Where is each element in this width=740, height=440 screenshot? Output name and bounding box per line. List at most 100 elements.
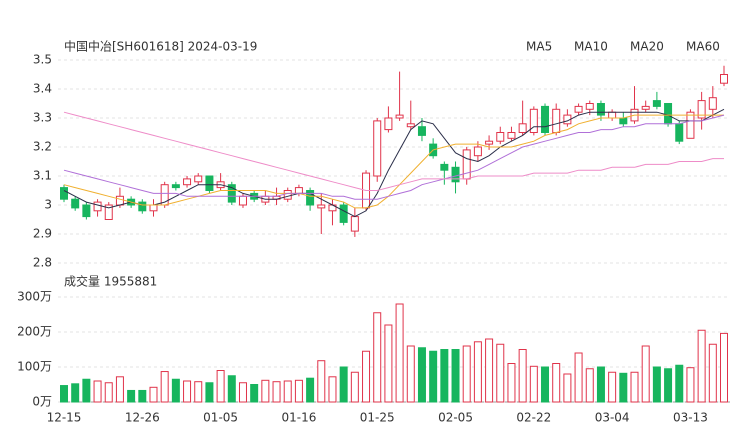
volume-bar (485, 338, 494, 403)
y-tick-label: 3.2 (33, 140, 52, 154)
x-tick-label: 02-05 (438, 411, 473, 425)
candle-body (149, 204, 158, 212)
candle-body (451, 166, 460, 183)
candle-body (641, 105, 650, 110)
volume-bar (574, 352, 583, 403)
candle-body (664, 103, 673, 125)
candle-body (317, 204, 326, 209)
volume-bar (194, 381, 203, 403)
volume-bar (664, 368, 673, 403)
volume-bar (630, 371, 639, 403)
candle-body (507, 132, 516, 139)
y-tick-label: 2.9 (33, 227, 52, 241)
volume-bar (395, 303, 404, 403)
candle-body (183, 178, 192, 186)
ma-line (63, 114, 725, 200)
candle-body (227, 184, 236, 203)
volume-bar (71, 383, 80, 403)
volume-bar (272, 381, 281, 403)
volume-bar (149, 386, 158, 403)
volume-bar (138, 389, 147, 403)
volume-bar (641, 345, 650, 403)
candle-body (652, 100, 661, 107)
candle-body (205, 175, 214, 191)
volume-bar (115, 376, 124, 403)
x-tick-label: 01-16 (281, 411, 316, 425)
volume-bar (596, 366, 605, 403)
legend-entry: MA5 (526, 40, 552, 54)
x-tick-label: 03-04 (595, 411, 630, 425)
candle-body (720, 74, 728, 84)
candle-body (171, 184, 180, 189)
volume-bar (619, 372, 628, 403)
volume-bar (227, 375, 236, 403)
volume-bar (585, 368, 594, 403)
volume-bar (608, 371, 617, 403)
candle-body (238, 195, 247, 206)
volume-bar (104, 382, 113, 403)
volume-bar (518, 349, 527, 403)
x-tick-label: 03-13 (673, 411, 708, 425)
y-tick-label: 100万 (17, 360, 52, 374)
candle-body (529, 108, 538, 134)
candle-body (306, 190, 315, 206)
candle-body (686, 111, 695, 139)
x-tick-label: 01-05 (203, 411, 238, 425)
volume-bar (127, 389, 136, 403)
volume-bar (160, 371, 169, 403)
volume-bar (171, 378, 180, 403)
candle-body (574, 105, 583, 113)
ma-line (63, 114, 724, 209)
candle-body (552, 108, 561, 134)
candle-body (619, 117, 628, 125)
candle-body (708, 97, 717, 110)
volume-bar (429, 350, 438, 403)
volume-bar (250, 384, 259, 403)
candle-body (541, 105, 550, 134)
y-tick-label: 3 (44, 198, 52, 212)
ma-line (63, 111, 724, 191)
candle-body (608, 111, 617, 119)
y-tick-label: 3.4 (33, 82, 52, 96)
candle-body (60, 187, 68, 200)
chart-title: 中国中冶[SH601618] 2024-03-19 (64, 39, 257, 54)
candle-body (496, 132, 505, 142)
candle-body (350, 216, 359, 232)
volume-bar (462, 345, 471, 403)
candle-body (283, 190, 292, 200)
candle-body (596, 103, 605, 116)
candle-body (675, 123, 684, 142)
candle-body (384, 117, 393, 131)
y-tick-label: 3.1 (33, 169, 52, 183)
volume-bar (82, 378, 91, 403)
y-tick-label: 300万 (17, 290, 52, 304)
candle-body (93, 201, 102, 212)
volume-bar (406, 345, 415, 403)
volume-bar (507, 363, 516, 403)
candle-body (339, 204, 348, 223)
volume-bar (317, 360, 326, 403)
y-tick-label: 200万 (17, 325, 52, 339)
volume-bar (541, 366, 550, 403)
candle-body (518, 123, 527, 134)
volume-bar (552, 363, 561, 403)
x-tick-label: 12-26 (125, 411, 160, 425)
y-tick-label: 3.5 (33, 53, 52, 67)
volume-bar (708, 343, 717, 403)
legend-entry: MA20 (630, 40, 664, 54)
y-tick-label: 3.3 (33, 111, 52, 125)
candle-body (138, 201, 147, 212)
legend-entry: MA10 (574, 40, 608, 54)
volume-bar (216, 370, 225, 403)
volume-bar (261, 379, 270, 403)
x-tick-label: 02-22 (516, 411, 551, 425)
candle-body (462, 149, 471, 180)
volume-bar (652, 366, 661, 403)
candle-body (194, 175, 203, 183)
volume-bar (328, 376, 337, 403)
x-tick-label: 01-25 (360, 411, 395, 425)
candle-body (373, 120, 382, 177)
ma-line (63, 108, 725, 218)
